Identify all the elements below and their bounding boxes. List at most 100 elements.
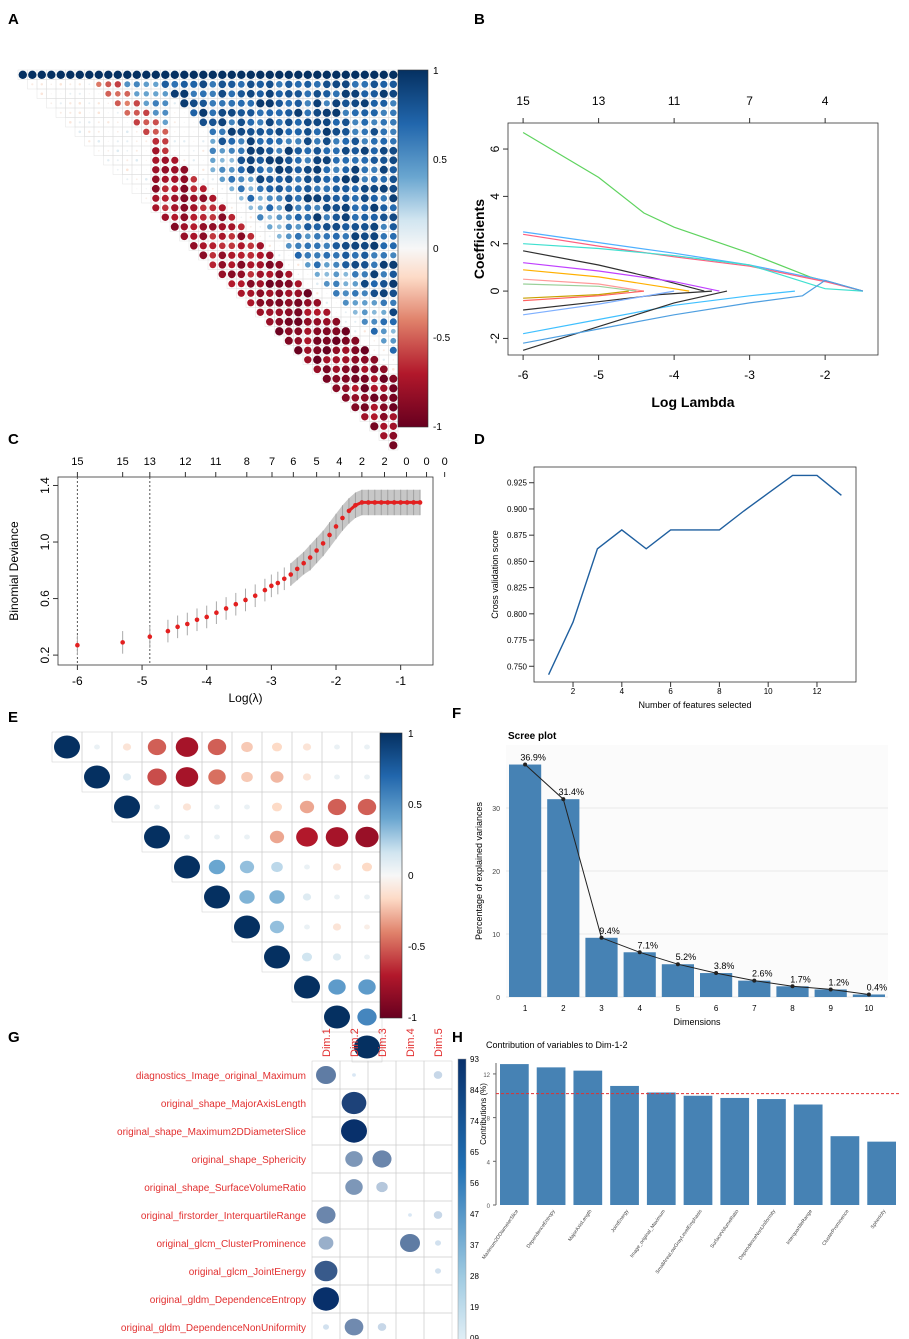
heatmap-e-dot — [94, 744, 100, 750]
heatmap-a-dot — [237, 80, 245, 88]
heatmap-a-dot — [116, 130, 119, 133]
heatmap-a-dot — [228, 251, 236, 259]
heatmap-a-dot — [294, 90, 302, 98]
heatmap-a-dot — [390, 138, 397, 145]
heatmap-a-dot — [275, 137, 283, 145]
y-tick-label: 0 — [488, 287, 502, 294]
heatmap-a-dot — [278, 254, 281, 257]
contrib-cell — [367, 1256, 397, 1286]
heatmap-a-dot — [360, 194, 369, 203]
heatmap-a-dot — [107, 121, 110, 124]
x-tick-label: -5 — [137, 674, 148, 688]
heatmap-a-dot — [162, 138, 169, 145]
panel-label-a: A — [8, 11, 19, 28]
contrib-cell — [367, 1116, 397, 1146]
heatmap-a-dot — [360, 374, 369, 383]
contrib-dot — [344, 1318, 364, 1336]
heatmap-a-dot — [237, 109, 245, 117]
heatmap-a-dot — [303, 317, 312, 326]
heatmap-a-dot — [313, 165, 322, 174]
scree-value-label: 1.2% — [828, 977, 849, 987]
heatmap-a-dot — [56, 70, 65, 80]
heatmap-a-dot — [316, 292, 319, 295]
x-tick-label: -3 — [744, 368, 755, 382]
x-tick-label: InterquartileRange — [785, 1209, 814, 1246]
heatmap-a-dot — [322, 137, 331, 146]
heatmap-a-dot — [266, 128, 274, 136]
heatmap-a-dot — [352, 271, 359, 278]
heatmap-a-dot — [97, 111, 101, 115]
heatmap-a-dot — [380, 80, 388, 88]
heatmap-a-dot — [294, 128, 302, 136]
heatmap-a-dot — [228, 242, 236, 250]
scree-value-label: 36.9% — [520, 753, 546, 763]
heatmap-e-dot — [327, 798, 347, 816]
heatmap-a-dot — [379, 374, 388, 383]
heatmap-a-dot — [342, 109, 349, 117]
heatmap-a-dot — [294, 346, 303, 355]
heatmap-a-dot — [162, 128, 169, 135]
panel-label-c: C — [8, 431, 19, 448]
heatmap-a-dot — [351, 147, 359, 155]
deviance-error-band — [290, 489, 421, 586]
heatmap-a-dot — [66, 70, 75, 80]
heatmap-a-dot — [256, 298, 265, 307]
heatmap-a-dot — [259, 225, 262, 228]
heatmap-a-dot — [228, 233, 236, 240]
contrib-dot — [316, 1206, 336, 1224]
heatmap-a-dot — [342, 384, 350, 393]
heatmap-a-dot — [152, 137, 160, 145]
heatmap-a-dot — [323, 100, 330, 107]
heatmap-a-dot — [237, 99, 245, 107]
heatmap-a-dot — [370, 355, 379, 364]
heatmap-e-dot — [294, 975, 320, 999]
heatmap-a-dot — [256, 99, 265, 108]
scree-point — [637, 950, 642, 955]
heatmap-a-dot — [88, 130, 91, 133]
heatmap-a-dot — [237, 223, 245, 231]
heatmap-a-dot — [313, 365, 322, 374]
heatmap-a-dot — [183, 121, 185, 123]
heatmap-a-dot — [332, 99, 341, 108]
y-tick-label: 6 — [488, 145, 502, 152]
heatmap-a-dot — [211, 178, 214, 181]
heatmap-e-dot — [296, 827, 318, 847]
heatmap-a-dot — [379, 260, 388, 269]
heatmap-a-dot — [275, 279, 284, 288]
heatmap-a-dot — [389, 279, 398, 288]
heatmap-a-dot — [304, 327, 312, 335]
heatmap-e-dot — [204, 885, 230, 909]
contrib-cell — [395, 1116, 425, 1146]
contrib-dot — [434, 1268, 442, 1274]
deviance-point — [194, 617, 200, 623]
heatmap-a-dot — [153, 91, 159, 97]
heatmap-a-dot — [389, 289, 398, 298]
heatmap-a-dot — [351, 99, 360, 108]
heatmap-a-dot — [96, 81, 102, 88]
heatmap-a-dot — [113, 70, 123, 80]
heatmap-a-dot — [370, 365, 379, 374]
heatmap-a-dot — [240, 216, 243, 219]
heatmap-a-dot — [278, 245, 280, 247]
heatmap-e-dot — [325, 827, 349, 847]
heatmap-a-dot — [342, 128, 350, 136]
heatmap-a-dot — [193, 131, 195, 133]
heatmap-a-dot — [323, 356, 331, 364]
heatmap-a-dot — [174, 150, 176, 152]
heatmap-a-dot — [246, 89, 255, 98]
heatmap-a-dot — [390, 109, 397, 117]
heatmap-a-dot — [227, 108, 236, 117]
heatmap-a-dot — [313, 108, 322, 117]
heatmap-a-dot — [316, 282, 319, 286]
heatmap-a-dot — [284, 203, 293, 212]
heatmap-a-dot — [275, 308, 284, 317]
heatmap-a-dot — [314, 242, 321, 250]
heatmap-a-dot — [210, 157, 216, 163]
heatmap-e-dot — [271, 802, 283, 812]
heatmap-a-dot — [294, 337, 303, 345]
heatmap-a-dot — [304, 185, 312, 193]
heatmap-a-dot — [143, 119, 150, 126]
heatmap-a-dot — [257, 119, 264, 126]
contributions-colorbar — [457, 1058, 467, 1339]
heatmap-a-dot — [268, 235, 271, 238]
